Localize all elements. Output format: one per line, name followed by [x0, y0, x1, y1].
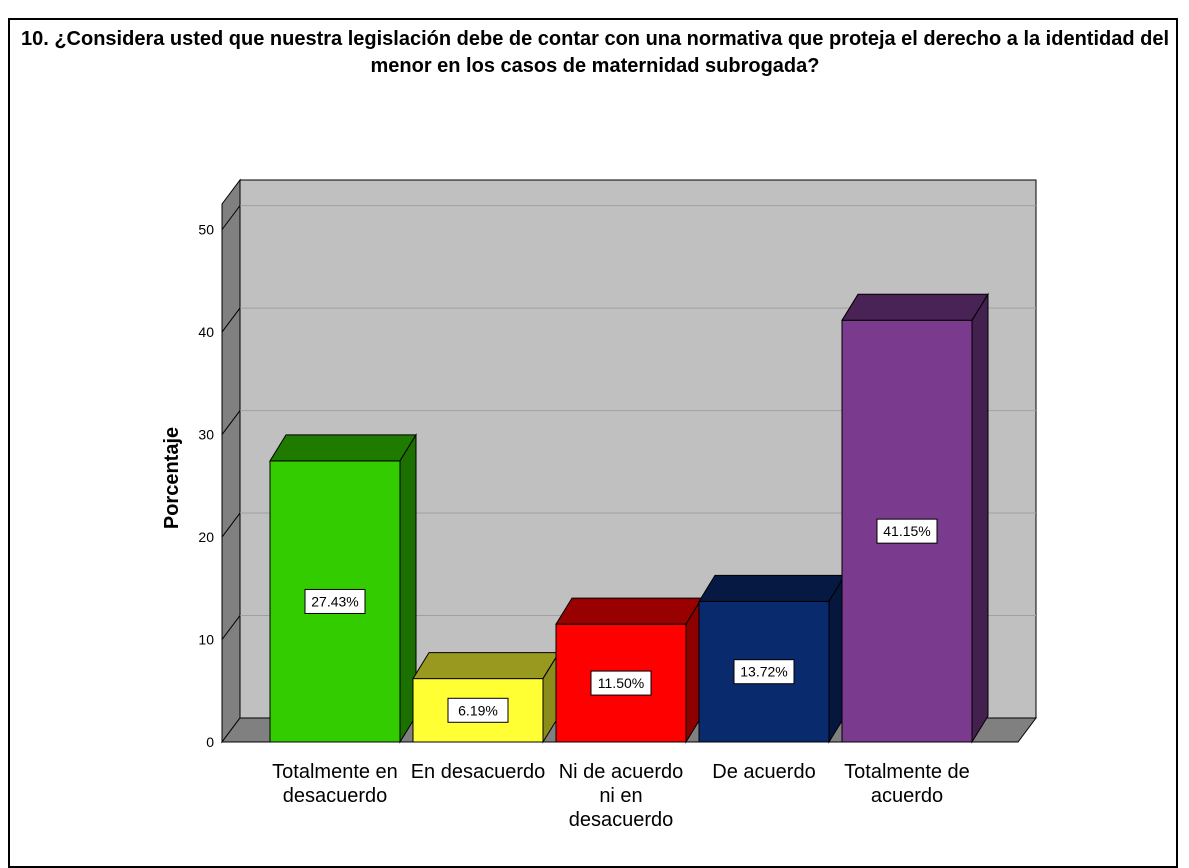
y-tick-label: 40 — [198, 324, 214, 340]
value-label-box — [447, 697, 509, 723]
value-label: 11.50% — [598, 675, 644, 691]
y-axis-label: Porcentaje — [161, 427, 183, 529]
y-tick-label: 20 — [198, 529, 214, 545]
y-tick-label: 30 — [198, 427, 214, 443]
value-label-box — [876, 518, 938, 544]
value-label: 41.15% — [883, 523, 930, 539]
y-tick-label: 0 — [206, 734, 214, 750]
grid-line — [221, 307, 241, 333]
y-tick-label: 50 — [198, 222, 214, 238]
x-tick-label: Totalmente en desacuerdo — [272, 761, 398, 807]
x-tick-label: Ni de acuerdo ni en desacuerdo — [558, 761, 684, 831]
value-label-box — [590, 670, 652, 696]
x-tick-label: Totalmente de acuerdo — [844, 761, 970, 807]
value-label-box — [304, 588, 366, 614]
grid-line — [221, 205, 241, 230]
bar-top — [555, 597, 703, 625]
x-tick-label: En desacuerdo — [410, 761, 546, 783]
value-label: 27.43% — [311, 593, 358, 609]
grid-line — [221, 512, 241, 538]
side-wall — [221, 178, 241, 744]
bar — [555, 623, 687, 743]
bar-side — [971, 292, 989, 744]
x-tick-label: De acuerdo — [712, 761, 816, 783]
y-tick-label: 10 — [198, 632, 214, 648]
bar-top — [412, 652, 560, 680]
value-label-box — [733, 659, 795, 685]
grid-line — [221, 410, 241, 435]
bar-top — [841, 293, 989, 321]
value-label: 6.19% — [458, 702, 498, 718]
bar-top — [269, 434, 417, 462]
grid-line — [221, 615, 241, 640]
value-label: 13.72% — [740, 664, 787, 680]
chart-title: 10. ¿Considera usted que nuestra legisla… — [20, 28, 1170, 77]
bar-top — [698, 574, 846, 602]
